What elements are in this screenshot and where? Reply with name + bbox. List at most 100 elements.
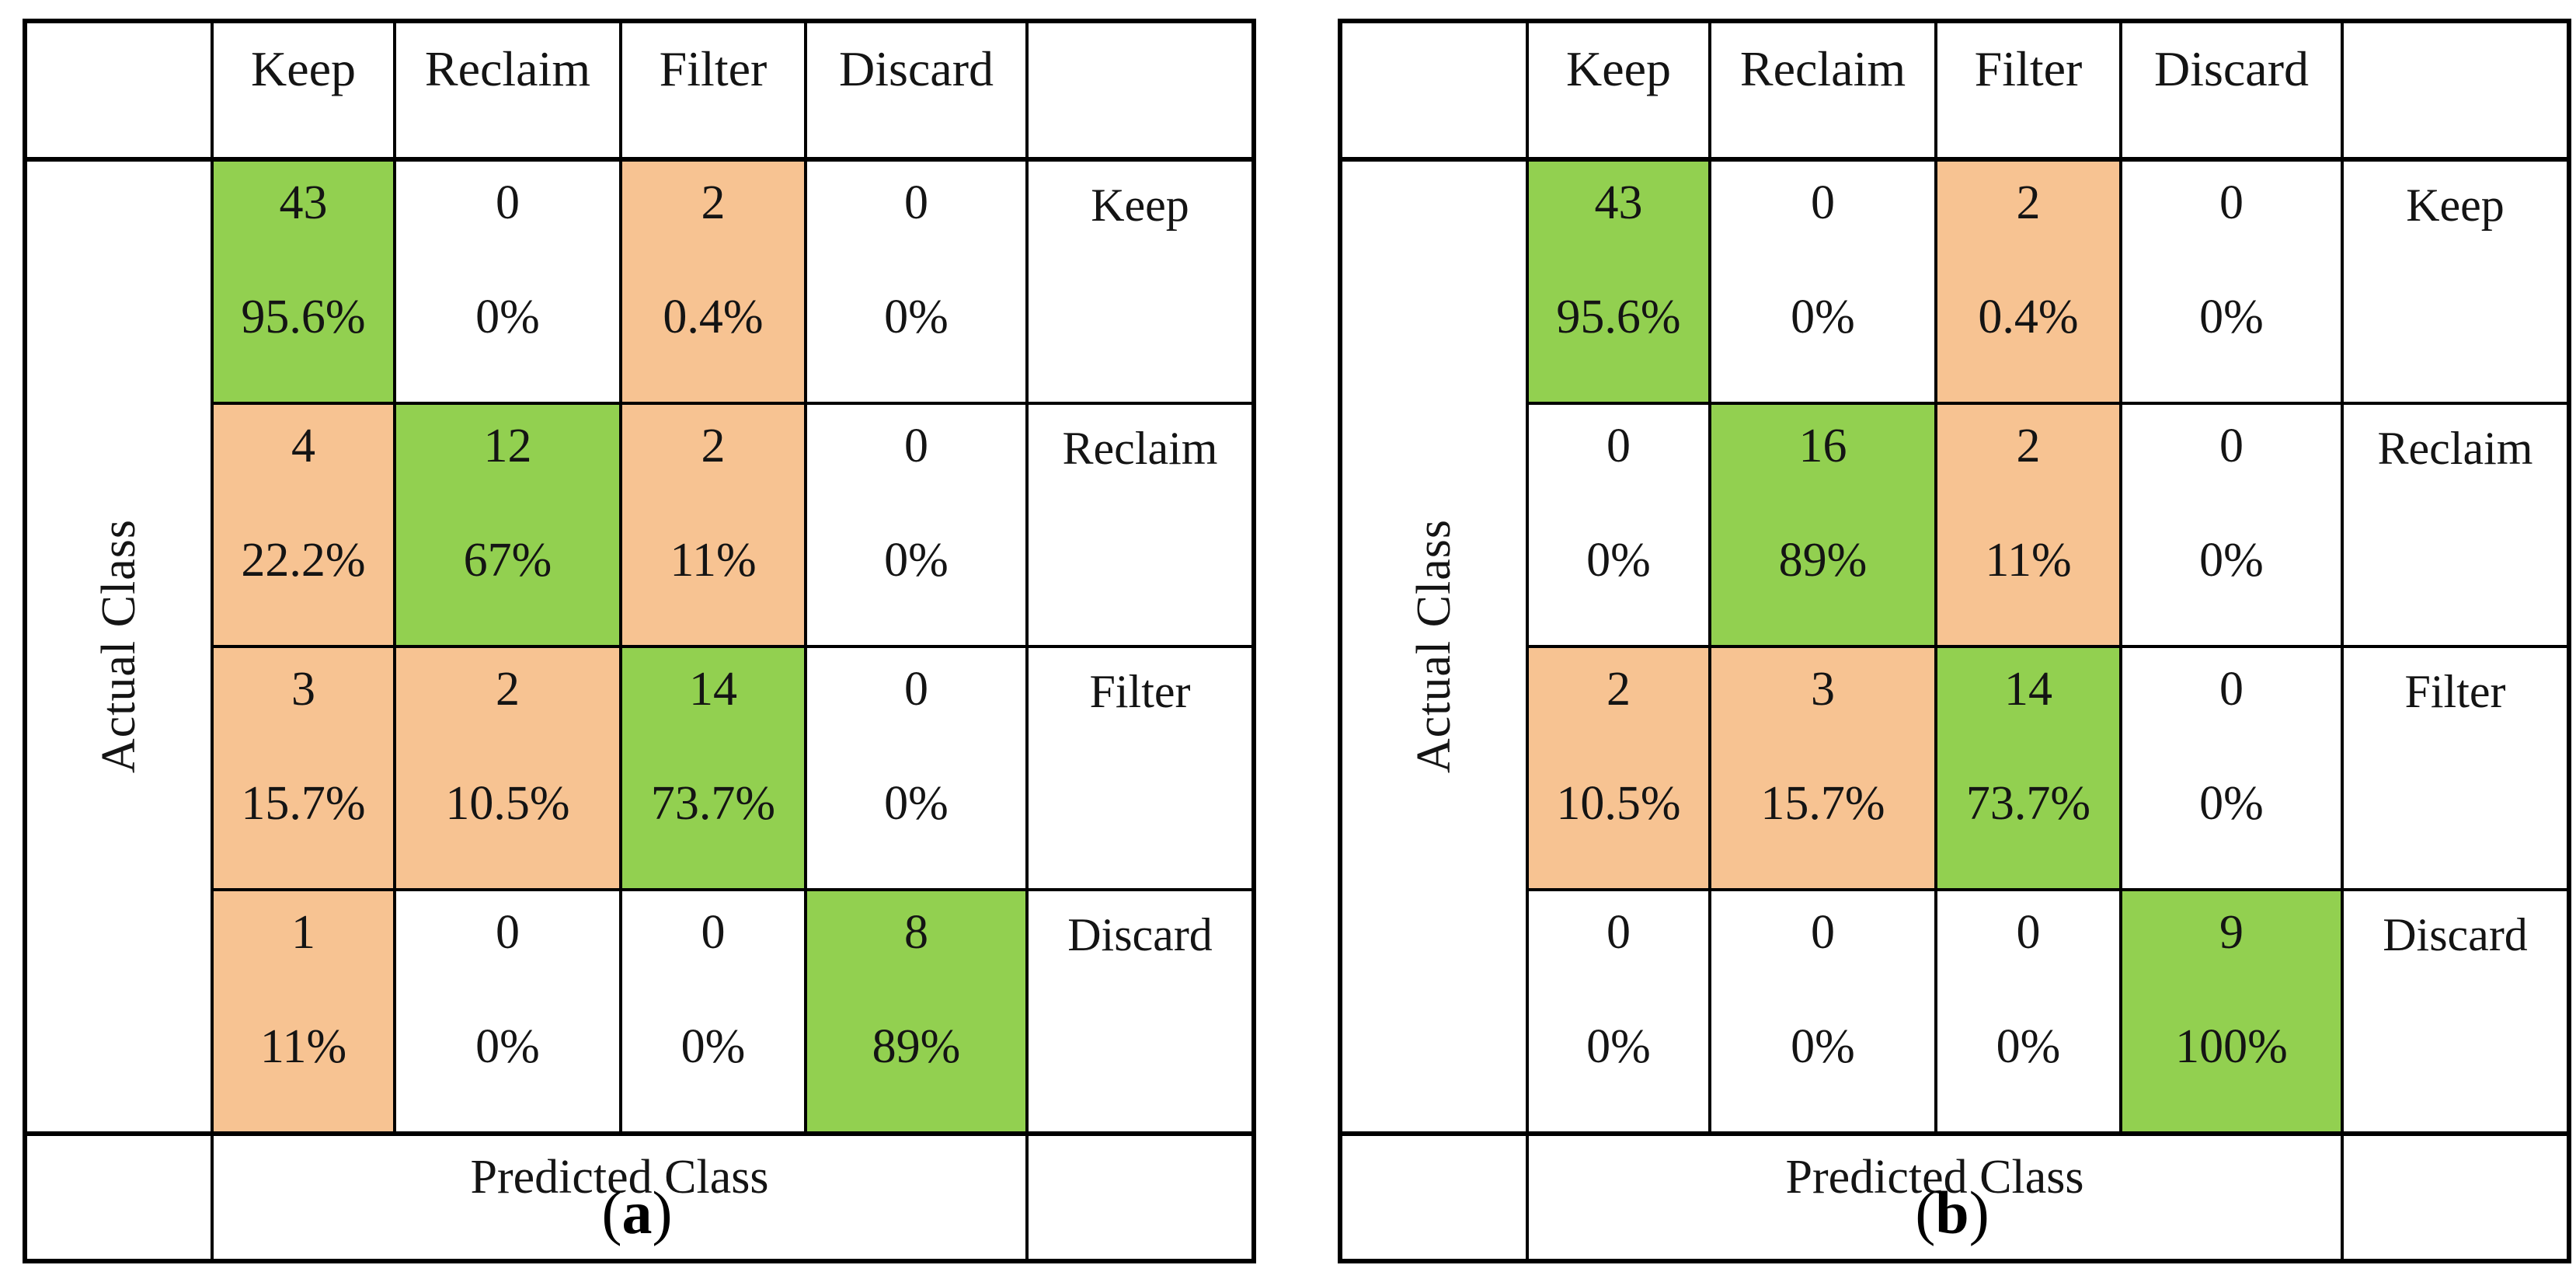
matrix-row-discard: 1 11% 0 0% 0 0% 8 89% Discard [25, 888, 1255, 1135]
row-label-discard: Discard [1025, 888, 1255, 1135]
cell-b-reclaim-keep: 0 0% [1526, 402, 1711, 648]
row-label-discard: Discard [2341, 888, 2571, 1135]
cell-percent: 0% [1791, 291, 1855, 343]
cell-count: 2 [496, 663, 520, 716]
actual-class-label: Actual Class [23, 158, 214, 1135]
cell-count: 8 [904, 906, 928, 959]
actual-class-text: Actual Class [1407, 519, 1460, 774]
cell-percent: 89% [872, 1020, 961, 1073]
cell-a-keep-filter: 2 0.4% [619, 158, 807, 405]
cell-b-discard-filter: 0 0% [1934, 888, 2122, 1135]
cell-count: 0 [1607, 906, 1631, 959]
cell-a-reclaim-filter: 2 11% [619, 402, 807, 648]
col-header-reclaim: Reclaim [393, 19, 622, 162]
matrix-row-discard: 0 0% 0 0% 0 0% 9 100% Discard [1340, 888, 2571, 1135]
cell-count: 0 [701, 906, 726, 959]
cell-percent: 0% [2199, 291, 2264, 343]
cell-count: 14 [2004, 663, 2052, 716]
cell-percent: 0% [681, 1020, 746, 1073]
col-header-keep: Keep [211, 19, 396, 162]
cell-b-keep-filter: 2 0.4% [1934, 158, 2122, 405]
cell-percent: 0.4% [1978, 291, 2079, 343]
footer-row-b: Predicted Class [1338, 1131, 2571, 1263]
cell-percent: 0% [884, 777, 949, 830]
cell-count: 9 [2219, 906, 2244, 959]
col-header-filter: Filter [619, 19, 807, 162]
cell-a-reclaim-discard: 0 0% [804, 402, 1029, 648]
cell-percent: 0% [1586, 534, 1651, 587]
cell-percent: 95.6% [1556, 291, 1681, 343]
cell-b-keep-reclaim: 0 0% [1708, 158, 1937, 405]
row-label-reclaim: Reclaim [1025, 402, 1255, 648]
cell-percent: 0% [1791, 1020, 1855, 1073]
confusion-matrix-a: Keep Reclaim Filter Discard Actual Class… [23, 19, 1256, 1263]
corner-cell [1338, 1131, 1529, 1263]
cell-percent: 73.7% [650, 777, 776, 830]
caption-paren: ) [652, 1179, 673, 1246]
caption-paren: ( [1915, 1179, 1936, 1246]
actual-class-label: Actual Class [1338, 158, 1529, 1135]
cell-count: 0 [904, 420, 928, 472]
cell-a-keep-discard: 0 0% [804, 158, 1029, 405]
cell-count: 0 [1811, 906, 1835, 959]
cell-percent: 10.5% [1556, 777, 1681, 830]
cell-percent: 15.7% [241, 777, 366, 830]
header-row-b: Keep Reclaim Filter Discard [1338, 19, 2571, 162]
cell-count: 2 [2016, 176, 2041, 229]
cell-percent: 11% [1985, 534, 2072, 587]
cell-percent: 11% [259, 1020, 347, 1073]
cell-count: 3 [1811, 663, 1835, 716]
cell-a-discard-filter: 0 0% [619, 888, 807, 1135]
row-label-reclaim: Reclaim [2341, 402, 2571, 648]
cell-b-reclaim-filter: 2 11% [1934, 402, 2122, 648]
cell-count: 43 [279, 176, 328, 229]
cell-a-discard-keep: 1 11% [211, 888, 396, 1135]
predicted-class-label: Predicted Class [1526, 1131, 2344, 1263]
caption-a: (a) [23, 1178, 1251, 1248]
cell-count: 4 [291, 420, 315, 472]
cell-percent: 0% [2199, 534, 2264, 587]
cell-count: 0 [2219, 663, 2244, 716]
cell-percent: 0% [2199, 777, 2264, 830]
cell-count: 0 [2219, 176, 2244, 229]
matrix-row-reclaim: 0 0% 16 89% 2 11% 0 0% Reclaim [1340, 402, 2571, 648]
confusion-matrix-b: Keep Reclaim Filter Discard Actual Class… [1338, 19, 2571, 1263]
corner-cell [2341, 1131, 2571, 1263]
cell-b-filter-keep: 2 10.5% [1526, 645, 1711, 891]
cell-count: 0 [496, 906, 520, 959]
cell-count: 0 [1811, 176, 1835, 229]
cell-count: 16 [1798, 420, 1847, 472]
cell-percent: 0% [475, 291, 540, 343]
cell-a-filter-keep: 3 15.7% [211, 645, 396, 891]
cell-percent: 15.7% [1760, 777, 1885, 830]
cell-a-keep-keep: 43 95.6% [211, 158, 396, 405]
row-label-keep: Keep [1025, 158, 1255, 405]
caption-letter: a [621, 1179, 653, 1246]
cell-a-filter-filter: 14 73.7% [619, 645, 807, 891]
cell-percent: 73.7% [1965, 777, 2091, 830]
matrix-row-filter: 3 15.7% 2 10.5% 14 73.7% 0 0% Filter [25, 645, 1255, 891]
cell-a-discard-discard: 8 89% [804, 888, 1029, 1135]
cell-b-discard-discard: 9 100% [2119, 888, 2344, 1135]
row-label-filter: Filter [1025, 645, 1255, 891]
cell-count: 0 [1607, 420, 1631, 472]
cell-percent: 0% [1996, 1020, 2061, 1073]
cell-count: 0 [2219, 420, 2244, 472]
cell-b-filter-discard: 0 0% [2119, 645, 2344, 891]
caption-paren: ) [1969, 1179, 1989, 1246]
actual-class-text: Actual Class [92, 519, 145, 774]
caption-b: (b) [1338, 1178, 2567, 1248]
cell-percent: 0% [884, 291, 949, 343]
cell-count: 3 [291, 663, 315, 716]
cell-count: 2 [701, 420, 726, 472]
matrix-row-filter: 2 10.5% 3 15.7% 14 73.7% 0 0% Filter [1340, 645, 2571, 891]
row-label-filter: Filter [2341, 645, 2571, 891]
corner-cell [23, 1131, 214, 1263]
cell-b-reclaim-reclaim: 16 89% [1708, 402, 1937, 648]
cell-percent: 22.2% [241, 534, 366, 587]
cell-b-reclaim-discard: 0 0% [2119, 402, 2344, 648]
corner-cell [2341, 19, 2571, 162]
col-header-discard: Discard [2119, 19, 2344, 162]
col-header-discard: Discard [804, 19, 1029, 162]
